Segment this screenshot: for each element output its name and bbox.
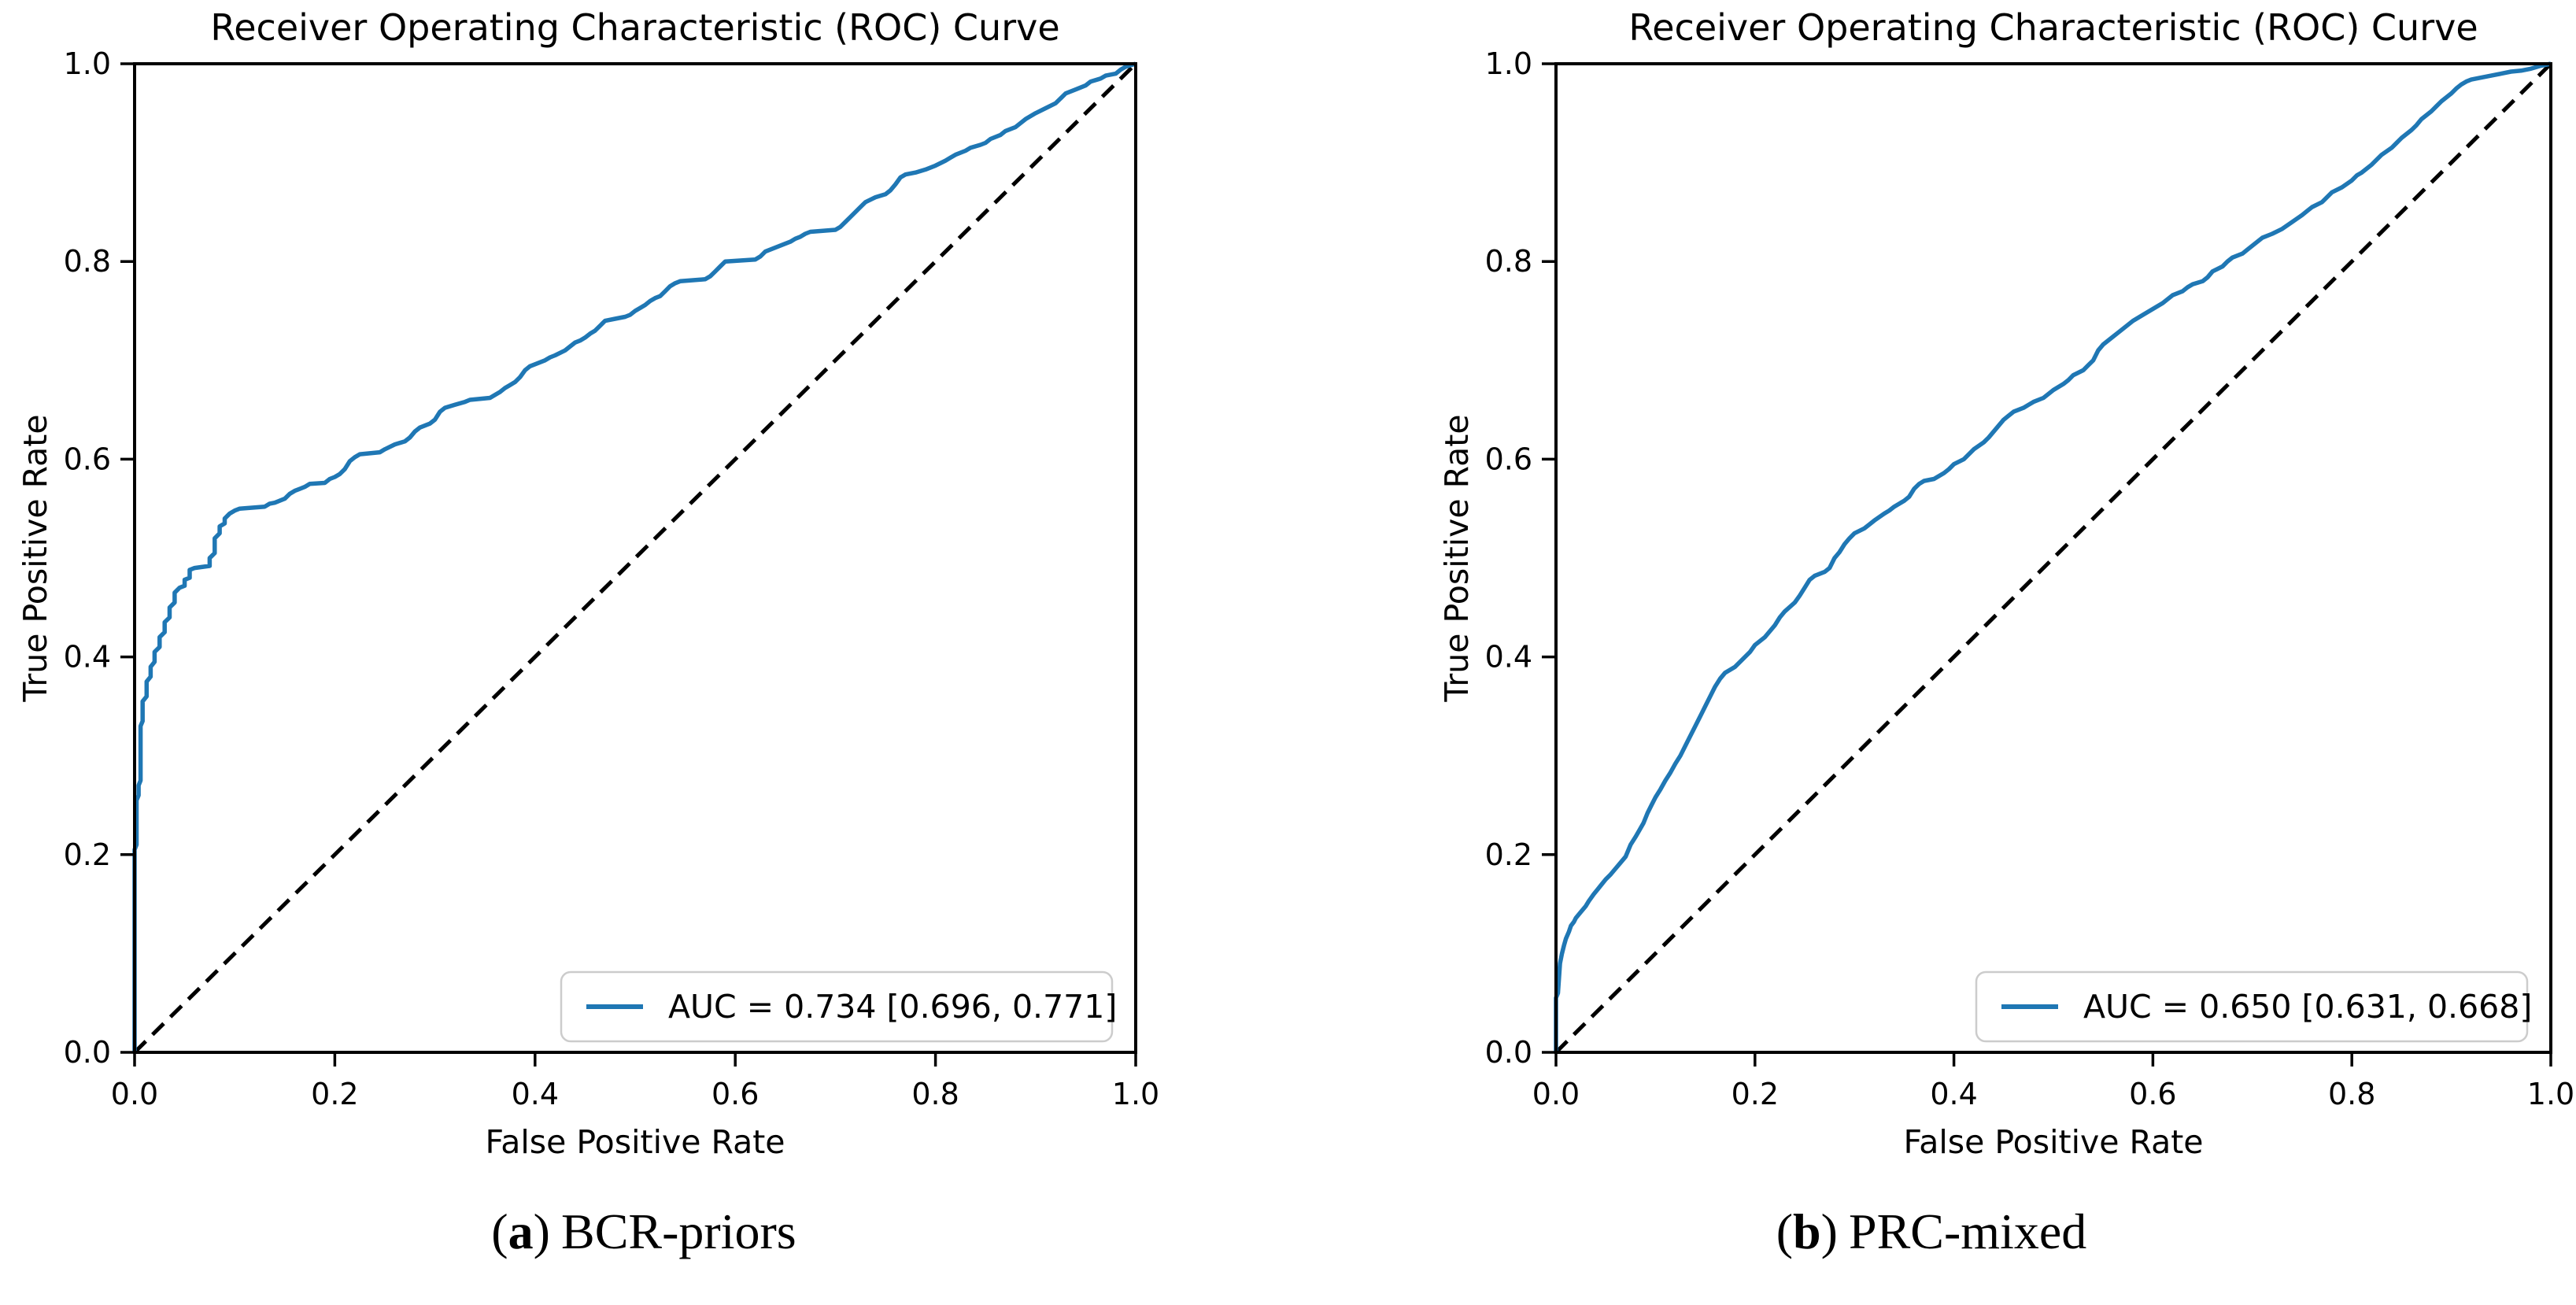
subfigure-b: 0.0 0.2 0.4 0.6 0.8 1.0 0.0 0.2 0.4 0.6 0.8 1.0 Rece…	[1288, 0, 2575, 1305]
x-tick-label: 0.2	[311, 1077, 358, 1111]
plot-title: Receiver Operating Characteristic (ROC) …	[210, 6, 1059, 49]
y-tick-label: 1.0	[1485, 46, 1532, 81]
y-tick-label: 0.8	[64, 244, 111, 279]
x-tick-label: 0.8	[911, 1077, 959, 1111]
subfigure-a-caption: (a) BCR-priors	[491, 1203, 796, 1261]
chance-diagonal-line	[1554, 62, 2552, 1054]
caption-b-close-paren: )	[1820, 1203, 1838, 1259]
y-axis-label: True Positive Rate	[17, 414, 54, 702]
x-tick-label: 0.8	[2328, 1077, 2375, 1111]
y-tick-label: 0.4	[1485, 640, 1532, 675]
roc-chart-a: 0.0 0.2 0.4 0.6 0.8 1.0 0.0 0.2 0.4 0.6 0.8 1.0 Rece…	[17, 6, 1159, 1161]
x-tick-label: 1.0	[1112, 1077, 1159, 1111]
y-tick-label: 0.8	[1485, 244, 1532, 279]
x-tick-label: 0.4	[512, 1077, 559, 1111]
y-tick-label: 0.0	[64, 1035, 111, 1070]
y-tick-label: 0.4	[64, 640, 111, 675]
chance-diagonal-line	[133, 62, 1137, 1054]
axes-frame	[1554, 62, 2552, 1054]
caption-a-open-paren: (	[491, 1203, 508, 1259]
subfigure-b-caption: (b) PRC-mixed	[1776, 1203, 2087, 1261]
x-tick-label: 0.4	[1930, 1077, 1977, 1111]
x-tick-label: 0.2	[1732, 1077, 1779, 1111]
legend-box	[560, 970, 1114, 1043]
x-tick-label: 0.6	[2129, 1077, 2176, 1111]
plot-title: Receiver Operating Characteristic (ROC) …	[1628, 6, 2478, 49]
caption-a-close-paren: )	[533, 1203, 550, 1259]
x-tick-label: 0.0	[1532, 1077, 1580, 1111]
caption-b-label: PRC-mixed	[1849, 1203, 2087, 1259]
x-tick-label: 1.0	[2527, 1077, 2574, 1111]
y-tick-label: 0.0	[1485, 1035, 1532, 1070]
x-tick-label: 0.0	[111, 1077, 158, 1111]
roc-curve-line	[132, 61, 1136, 1052]
axes-frame	[133, 62, 1137, 1054]
y-tick-label: 0.2	[64, 837, 111, 872]
caption-b-open-paren: (	[1776, 1203, 1794, 1259]
y-tick-label: 0.2	[1485, 837, 1532, 872]
x-axis-label: False Positive Rate	[485, 1123, 785, 1161]
roc-chart-b: 0.0 0.2 0.4 0.6 0.8 1.0 0.0 0.2 0.4 0.6 0.8 1.0 Rece…	[1438, 6, 2574, 1161]
subfigure-a: 0.0 0.2 0.4 0.6 0.8 1.0 0.0 0.2 0.4 0.6 0.8 1.0 Rece…	[17, 6, 1159, 1261]
roc-curve-line	[1554, 61, 2552, 1052]
caption-b-marker: b	[1793, 1203, 1821, 1259]
y-axis-label: True Positive Rate	[1438, 414, 1476, 702]
caption-a-label: BCR-priors	[561, 1203, 796, 1259]
caption-a-marker: a	[508, 1203, 534, 1259]
x-axis-label: False Positive Rate	[1903, 1123, 2203, 1161]
legend-box	[1975, 970, 2529, 1043]
legend-label: AUC = 0.734 [0.696, 0.771]	[668, 988, 1117, 1026]
legend-label: AUC = 0.650 [0.631, 0.668]	[2083, 988, 2532, 1026]
y-tick-label: 1.0	[64, 46, 111, 81]
y-tick-label: 0.6	[1485, 442, 1532, 476]
y-tick-label: 0.6	[64, 442, 111, 476]
x-tick-label: 0.6	[711, 1077, 759, 1111]
